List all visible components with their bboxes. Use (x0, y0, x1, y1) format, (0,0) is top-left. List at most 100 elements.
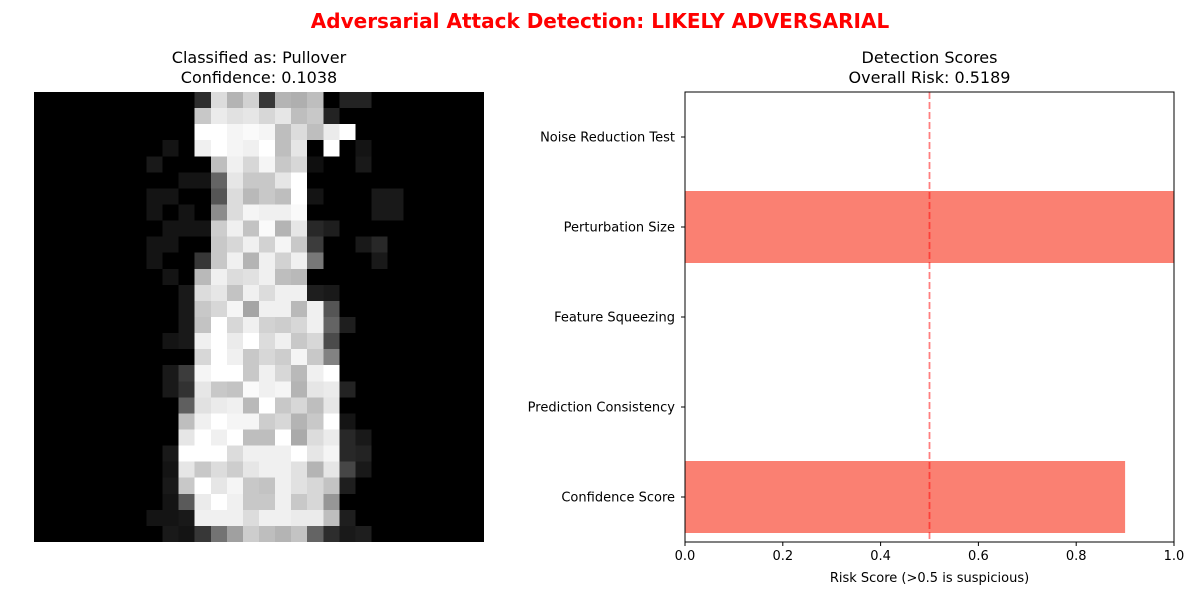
pixel (291, 140, 308, 157)
chart-title-line2: Overall Risk: 0.5189 (848, 68, 1011, 87)
pixel (162, 525, 179, 542)
pixel (371, 525, 388, 542)
pixel (259, 252, 276, 270)
pixel (275, 349, 292, 366)
pixel (307, 140, 324, 157)
pixel (435, 349, 453, 366)
pixel (451, 317, 469, 334)
pixel (34, 477, 51, 495)
pixel (451, 140, 469, 157)
pixel (242, 365, 260, 382)
pixel (34, 124, 51, 141)
pixel (114, 124, 131, 141)
input-image (34, 92, 484, 542)
pixel (339, 349, 356, 366)
pixel (242, 172, 260, 189)
pixel (371, 381, 388, 398)
pixel (387, 92, 404, 109)
pixel (355, 413, 372, 430)
pixel (467, 268, 484, 286)
pixel (291, 413, 308, 430)
pixel (178, 525, 196, 542)
pixel (307, 220, 324, 237)
pixel (242, 236, 260, 254)
pixel (130, 317, 147, 334)
pixel (275, 477, 292, 495)
pixel (387, 397, 404, 414)
pixel (146, 381, 163, 398)
pixel (162, 349, 179, 366)
pixel (98, 108, 115, 125)
pixel (82, 92, 99, 109)
pixel (467, 317, 484, 334)
pixel (323, 429, 340, 446)
pixel (355, 477, 372, 495)
pixel (98, 317, 115, 334)
pixel (291, 172, 308, 189)
pixel (82, 509, 99, 527)
pixel (34, 525, 51, 542)
pixel (419, 188, 437, 205)
pixel (339, 477, 356, 495)
category-label: Feature Squeezing (554, 311, 675, 326)
pixel (419, 108, 437, 125)
pixel (371, 92, 388, 109)
pixel (403, 284, 421, 302)
pixel (162, 172, 179, 189)
pixel (162, 268, 179, 286)
pixel (371, 365, 388, 382)
pixel (275, 92, 292, 109)
pixel (34, 413, 51, 430)
pixel (451, 461, 469, 479)
pixel (403, 108, 421, 125)
pixel (114, 397, 131, 414)
pixel (307, 252, 324, 270)
pixel (339, 333, 356, 350)
pixel (226, 284, 244, 302)
category-label: Perturbation Size (564, 221, 675, 236)
pixel (259, 445, 276, 462)
pixel (178, 300, 196, 318)
pixel (275, 381, 292, 398)
pixel (339, 300, 356, 318)
pixel (259, 140, 276, 157)
pixel (323, 284, 340, 302)
pixel (371, 172, 388, 189)
pixel (114, 204, 131, 221)
pixel (162, 284, 179, 302)
pixel (419, 317, 437, 334)
pixel (114, 333, 131, 350)
pixel (194, 397, 212, 414)
pixel (146, 397, 163, 414)
pixel (275, 333, 292, 350)
pixel (275, 156, 292, 173)
pixel (435, 333, 453, 350)
pixel (242, 413, 260, 430)
pixel (194, 92, 212, 109)
pixel (307, 365, 324, 382)
x-tick-label: 0.6 (968, 549, 989, 564)
pixel (467, 349, 484, 366)
pixel (435, 204, 453, 221)
pixel (178, 268, 196, 286)
pixel (435, 461, 453, 479)
pixel (98, 140, 115, 157)
pixel (339, 140, 356, 157)
pixel (355, 140, 372, 157)
pixel (210, 172, 228, 189)
pixel (387, 317, 404, 334)
pixel (226, 397, 244, 414)
pixel (403, 349, 421, 366)
pixel (210, 188, 228, 205)
pixel (34, 188, 51, 205)
pixel (66, 461, 83, 479)
pixel (50, 220, 67, 237)
pixel (435, 397, 453, 414)
pixel (307, 284, 324, 302)
pixel (146, 493, 163, 511)
pixel (435, 268, 453, 286)
pixel (114, 188, 131, 205)
pixel (435, 156, 453, 173)
pixel (435, 140, 453, 157)
pixel (419, 461, 437, 479)
